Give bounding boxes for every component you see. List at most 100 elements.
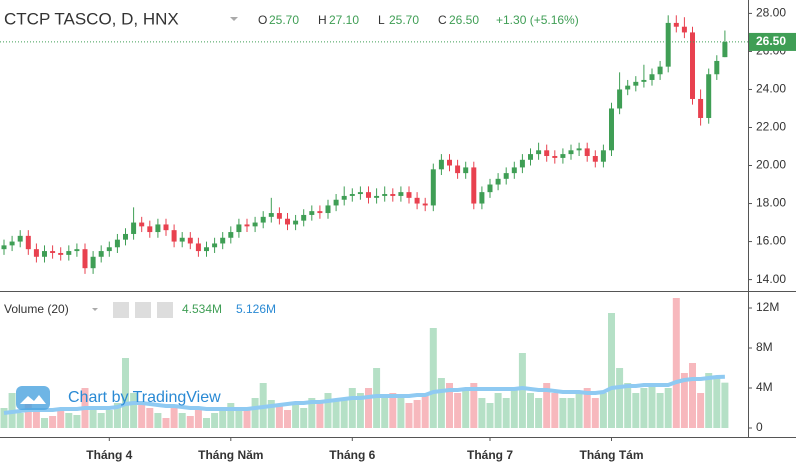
eye-icon[interactable] <box>113 302 129 318</box>
volume-bar <box>397 398 405 428</box>
volume-bar <box>421 393 429 428</box>
volume-bar <box>672 298 680 428</box>
volume-bar <box>413 400 421 428</box>
candle-body <box>212 243 218 248</box>
volume-bar <box>170 408 178 428</box>
volume-bar <box>267 400 275 428</box>
volume-bar <box>138 403 146 428</box>
volume-bar <box>664 388 672 428</box>
marks <box>0 12 752 441</box>
candle-body <box>325 205 331 214</box>
volume-bar <box>89 406 97 428</box>
candle-body <box>9 241 15 246</box>
volume-bar <box>308 398 316 428</box>
candle-body <box>309 211 315 215</box>
volume-bar <box>583 388 591 428</box>
y-tick-label: 16.00 <box>756 234 786 248</box>
x-tick-label: Tháng 4 <box>86 448 132 462</box>
volume-bar <box>41 418 48 428</box>
candle-body <box>131 222 137 234</box>
candle-body <box>463 167 469 174</box>
volume-bar <box>599 393 607 428</box>
ohlc-key: H <box>318 13 327 27</box>
volume-bar <box>24 403 32 428</box>
candle-body <box>204 247 209 252</box>
volume-bar <box>608 313 615 428</box>
ohlc-value: 27.10 <box>329 13 359 27</box>
volume-bar <box>462 388 470 428</box>
candle-body <box>301 214 307 221</box>
volume-bar <box>73 415 81 428</box>
volume-bar <box>705 373 713 428</box>
last-price-box <box>749 32 796 51</box>
volume-bar <box>356 393 364 428</box>
volume-bar <box>454 393 462 428</box>
volume-bar <box>478 398 486 428</box>
overlay: CTCP TASCO, D, HNX Volume (20) 4.534M 5.… <box>4 6 796 462</box>
volume-bar <box>713 378 721 428</box>
volume-ma-line <box>3 374 725 415</box>
close-icon[interactable] <box>157 302 173 318</box>
candle-body <box>706 74 712 118</box>
candle-body <box>665 22 671 67</box>
candle-body <box>617 89 623 109</box>
candle-body <box>276 213 282 219</box>
y-tick-label: 22.00 <box>756 120 786 134</box>
volume-bar <box>624 383 632 428</box>
ohlc-value: 26.50 <box>449 13 479 27</box>
candle-body <box>609 108 614 151</box>
volume-bar <box>211 413 219 428</box>
candle-body <box>406 192 412 198</box>
candle-body <box>592 156 598 162</box>
volume-bar <box>300 408 308 428</box>
volume-bar <box>680 373 688 428</box>
volume-tick-label: 4M <box>756 380 773 394</box>
candle-body <box>366 192 371 198</box>
volume-bar <box>721 382 729 428</box>
volume-bar <box>227 403 235 428</box>
candle-body <box>171 230 177 242</box>
last-price-label: 26.50 <box>756 34 786 48</box>
candle-body <box>82 249 88 269</box>
candle-body <box>106 247 112 252</box>
candle-body <box>398 192 404 196</box>
volume-bar <box>518 353 526 428</box>
volume-bar <box>251 398 259 428</box>
volume-bar <box>348 388 356 428</box>
candle-body <box>90 256 96 269</box>
candle-body <box>114 239 120 248</box>
candle-body <box>220 237 226 244</box>
volume-bar <box>332 400 340 428</box>
candle-body <box>681 26 687 33</box>
candle-body <box>58 252 64 255</box>
volume-bar <box>365 388 372 428</box>
ohlc-value: 25.70 <box>269 13 299 27</box>
candle-body <box>390 194 396 196</box>
volume-bar <box>551 393 559 428</box>
x-tick-label: Tháng Năm <box>198 448 263 462</box>
dropdown[interactable] <box>92 308 98 311</box>
volume-bar <box>697 393 705 428</box>
volume-ma-value: 5.126M <box>236 302 276 316</box>
candle-body <box>649 74 655 80</box>
candle-body <box>293 220 299 225</box>
settings-icon[interactable] <box>135 302 151 318</box>
candle-body <box>584 148 590 157</box>
volume-tick-label: 0 <box>756 420 763 434</box>
volume-bar <box>292 403 300 428</box>
candle-body <box>625 85 631 90</box>
candle-body <box>155 224 161 233</box>
candle-body <box>447 159 452 166</box>
candle-body <box>552 156 558 158</box>
volume-bar <box>49 416 57 428</box>
candle-body <box>673 22 679 27</box>
candle-body <box>511 167 517 174</box>
candle-body <box>260 216 266 223</box>
candle-body <box>163 224 169 231</box>
candle-body <box>268 213 274 217</box>
watermark-logo-shape <box>20 395 46 404</box>
dropdown[interactable] <box>230 17 238 21</box>
volume-value: 4.534M <box>182 302 222 316</box>
candle-body <box>98 251 104 257</box>
candle-body <box>455 165 461 174</box>
